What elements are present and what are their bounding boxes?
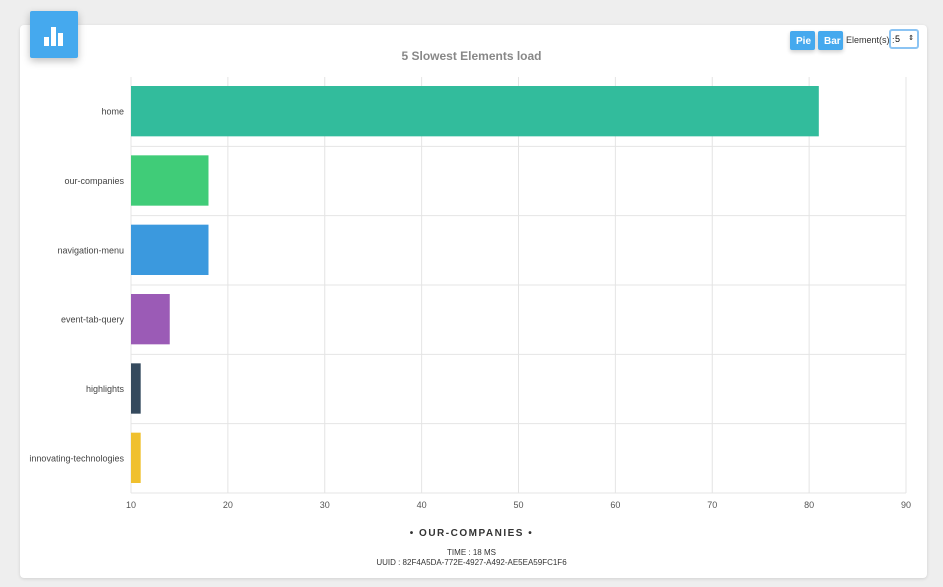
bar-chart-logo-icon	[30, 11, 78, 58]
x-tick-label: 50	[513, 500, 523, 510]
x-tick-label: 10	[126, 500, 136, 510]
chart-title: 5 Slowest Elements load	[401, 49, 542, 63]
x-tick-label: 30	[320, 500, 330, 510]
x-tick-label: 80	[804, 500, 814, 510]
elements-count-stepper[interactable]: 5 ⇕	[889, 29, 919, 49]
bar-our-companies	[131, 155, 209, 206]
y-category-label: innovating-technologies	[29, 453, 124, 463]
selected-element-label: • OUR-COMPANIES •	[409, 528, 534, 539]
y-category-label: highlights	[86, 384, 125, 394]
elements-value: 5	[895, 34, 901, 44]
pie-button[interactable]: Pie	[790, 31, 815, 50]
x-tick-label: 40	[417, 500, 427, 510]
bar-home	[131, 86, 819, 137]
y-category-label: navigation-menu	[57, 245, 124, 255]
uuid-text: UUID : 82F4A5DA-772E-4927-A492-AE5EA59FC…	[376, 558, 567, 567]
bar-innovating-technologies	[131, 432, 141, 483]
x-tick-label: 20	[223, 500, 233, 510]
bar-highlights	[131, 363, 141, 414]
elements-label: Element(s) :	[846, 35, 895, 45]
x-tick-label: 60	[610, 500, 620, 510]
bar-event-tab-query	[131, 294, 170, 345]
y-category-label: event-tab-query	[61, 315, 125, 325]
x-tick-label: 90	[901, 500, 911, 510]
time-text: TIME : 18 MS	[447, 548, 496, 557]
y-category-label: our-companies	[64, 176, 124, 186]
y-category-label: home	[101, 107, 124, 117]
stepper-arrows-icon[interactable]: ⇕	[908, 35, 914, 42]
x-tick-label: 70	[707, 500, 717, 510]
bar-button[interactable]: Bar	[818, 31, 843, 50]
bar-navigation-menu	[131, 224, 209, 275]
